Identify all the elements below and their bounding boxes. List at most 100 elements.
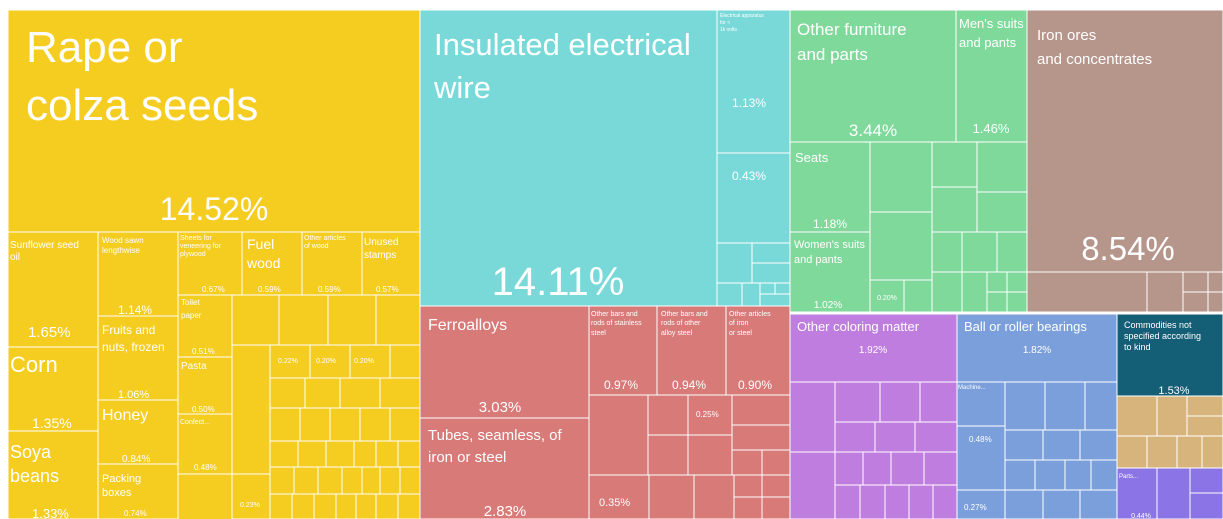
tile-label: of iron [729, 320, 749, 327]
tile-label: Rape or [26, 23, 183, 72]
treemap-tile[interactable]: 0.43% [716, 152, 791, 244]
tile-rect [97, 463, 179, 519]
treemap-tile[interactable]: Rape or colza seeds 14.52% [7, 9, 421, 233]
tile-value: 1.92% [859, 345, 887, 356]
treemap-tile[interactable]: 0.20% [309, 344, 351, 379]
tile-value: 0.25% [696, 410, 719, 419]
tile-rect [687, 394, 733, 436]
tile-label: Machine... [958, 385, 986, 391]
treemap-tile[interactable]: Other articles of iron or steel 0.90% [725, 305, 791, 396]
tile-rect [1116, 467, 1158, 519]
tile-rect [7, 9, 421, 233]
treemap-tile[interactable]: Honey 0.84% [97, 399, 179, 465]
tile-label: Other furniture [797, 20, 907, 39]
tile-rect [309, 344, 351, 379]
treemap-tile[interactable]: 0.20% [869, 279, 905, 313]
tile-value: 0.20% [354, 358, 374, 365]
tile-value: 1.14% [118, 303, 152, 317]
tile-label: Other articles [304, 235, 346, 242]
tile-value: 0.44% [1131, 513, 1151, 519]
tile-rect [361, 231, 421, 296]
tile-rect [419, 417, 590, 519]
treemap-tile[interactable]: Ferroalloys 3.03% [419, 305, 590, 419]
treemap-tile[interactable]: Seats 1.18% [789, 141, 871, 233]
tile-rect [1026, 9, 1223, 273]
tile-rect [419, 305, 590, 419]
tile-label: Parts... [1119, 474, 1138, 480]
tile-label: rods of other [661, 320, 701, 327]
tile-rect [7, 430, 99, 519]
tile-rect [177, 356, 233, 415]
treemap-tile[interactable]: Pasta 0.50% [177, 356, 233, 415]
tile-label: specified according [1124, 331, 1201, 341]
treemap-tile[interactable]: Ball or roller bearings 1.82% [956, 313, 1118, 383]
tile-value: 0.84% [122, 454, 150, 465]
tile-label: Fuel [247, 236, 274, 252]
treemap-tile[interactable]: 0.20% [349, 344, 391, 379]
tile-value: 14.52% [160, 191, 269, 227]
tile-label: and parts [797, 45, 868, 64]
tile-label: Packing [102, 473, 141, 485]
tile-rect [716, 152, 791, 244]
treemap-tile[interactable]: Women's suits and pants 1.02% [789, 231, 871, 313]
treemap-tile[interactable]: Unused stamps 0.57% [361, 231, 421, 296]
treemap-tile[interactable]: Corn 1.35% [7, 346, 99, 432]
tile-value: 0.48% [969, 435, 992, 444]
treemap-tile[interactable]: Men's suits and pants 1.46% [955, 9, 1028, 143]
tile-label: Insulated electrical [434, 27, 691, 62]
tile-label: Seats [795, 150, 829, 165]
tile-rect [956, 489, 1006, 519]
tile-label: steel [591, 330, 606, 337]
treemap-tile[interactable]: Fruits and nuts, frozen 1.06% [97, 315, 179, 401]
tile-label: and pants [794, 254, 843, 266]
tile-label: for < [720, 20, 730, 26]
treemap-tile[interactable]: Other bars and rods of stainless steel 0.97… [588, 305, 658, 396]
tile-label: Tubes, seamless, of [428, 427, 562, 444]
tile-value: 0.43% [732, 169, 766, 183]
tile-value: 1.53% [1158, 385, 1189, 397]
tile-rect [269, 344, 311, 379]
tile-label: Other bars and [591, 311, 638, 318]
treemap-tile[interactable]: Other bars and rods of other alloy steel 0.… [656, 305, 727, 396]
treemap-tile[interactable]: 0.27% [956, 489, 1006, 519]
treemap-tile[interactable]: 0.35% [588, 474, 650, 519]
treemap-tile[interactable]: Parts... 0.44% [1116, 467, 1158, 519]
treemap-tile[interactable]: Machine... 0.48% [956, 381, 1006, 444]
treemap-tile[interactable]: Insulated electrical wire 14.11% [419, 9, 718, 307]
treemap-tile[interactable]: Fuel wood 0.59% [241, 231, 303, 296]
treemap-tile[interactable]: Soya beans 1.33% [7, 430, 99, 519]
treemap-tile[interactable]: Other furniture and parts 3.44% [789, 9, 957, 143]
tile-value: 2.83% [484, 503, 527, 519]
tile-value: 0.20% [316, 358, 336, 365]
tile-rect [956, 313, 1118, 383]
tile-rect [789, 231, 871, 313]
tile-value: 0.59% [318, 285, 341, 294]
tile-value: 0.59% [258, 285, 281, 294]
treemap-tile[interactable]: Toilet paper 0.51% [177, 294, 233, 358]
tile-label: nuts, frozen [102, 340, 165, 354]
tile-label: Corn [10, 352, 58, 377]
tile-label: wire [433, 70, 491, 105]
treemap-tile[interactable]: Tubes, seamless, of iron or steel 2.83% [419, 417, 590, 519]
tile-value: 1.46% [973, 121, 1010, 136]
treemap-tile[interactable]: Packing boxes 0.74% [97, 463, 179, 519]
treemap-tile[interactable]: 0.25% [687, 394, 733, 436]
treemap-tile[interactable]: Other coloring matter 1.92% [789, 313, 958, 383]
treemap-tile[interactable]: 0.22% [269, 344, 311, 379]
tile-label: Commodities not [1124, 320, 1192, 330]
tile-value: 1.33% [32, 506, 69, 519]
tile-label: Honey [102, 407, 148, 424]
tile-label: Wood sawn [102, 236, 144, 245]
tile-rect [789, 9, 957, 143]
tile-label: Other coloring matter [797, 319, 920, 334]
treemap-tile[interactable]: 0.23% [231, 473, 271, 519]
treemap-subtile [1189, 492, 1223, 519]
treemap-tile[interactable]: Iron ores and concentrates 8.54% [1026, 9, 1223, 273]
treemap-tile[interactable]: Confect... 0.48% [177, 413, 233, 475]
